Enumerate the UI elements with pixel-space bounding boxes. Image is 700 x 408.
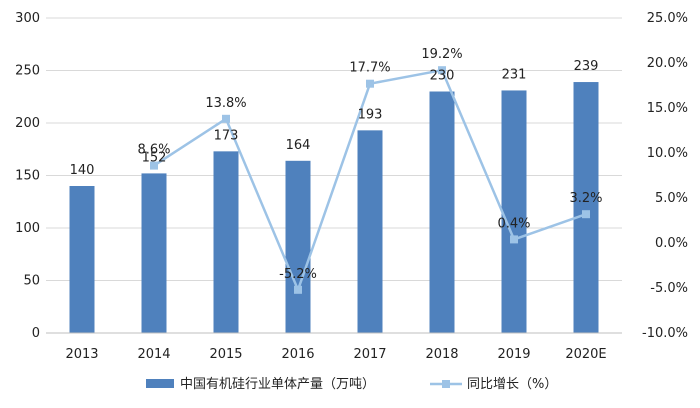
bar-value-label: 239 (574, 59, 599, 74)
legend-swatch-marker (442, 380, 450, 388)
x-axis: 2013 2014 2015 2016 2017 2018 2019 2020E (46, 332, 622, 362)
y-left-tick-label: 100 (15, 221, 40, 236)
bar-value-label: 173 (214, 128, 239, 143)
growth-value-label: -5.2% (279, 267, 317, 282)
bar (285, 160, 311, 333)
bar (429, 91, 455, 333)
legend-swatch-bar (146, 379, 174, 388)
y-right-tick-label: 0.0% (655, 236, 688, 251)
y-right-tick-label: 20.0% (647, 56, 688, 71)
bar (69, 186, 95, 333)
bar-value-label: 193 (358, 107, 383, 122)
y-left-tick-label: 200 (15, 116, 40, 131)
bar-series (69, 82, 599, 333)
y-right-tick-label: -10.0% (642, 326, 688, 341)
line-series (150, 66, 590, 294)
y-right-tick-label: 15.0% (647, 101, 688, 116)
bar (501, 90, 527, 333)
growth-value-label: 3.2% (569, 191, 602, 206)
legend-label-bar: 中国有机硅行业单体产量（万吨） (180, 377, 375, 392)
y-right-tick-label: 25.0% (647, 11, 688, 26)
bar (357, 130, 383, 333)
x-tick-label: 2015 (209, 347, 242, 362)
y-left-tick-label: 300 (15, 11, 40, 26)
y-left-tick-label: 50 (23, 274, 40, 289)
growth-point (438, 66, 446, 75)
gridlines (46, 17, 622, 281)
legend: 中国有机硅行业单体产量（万吨） 同比增长（%） (146, 377, 557, 392)
bar-value-label: 231 (502, 67, 527, 82)
bar (213, 151, 239, 333)
growth-point (582, 210, 590, 219)
growth-value-label: 19.2% (421, 47, 462, 62)
y-left-tick-label: 150 (15, 169, 40, 184)
y-right-tick-label: 5.0% (655, 191, 688, 206)
legend-label-line: 同比增长（%） (467, 377, 557, 392)
x-tick-label: 2020E (565, 347, 606, 362)
x-tick-label: 2014 (137, 347, 170, 362)
x-tick-label: 2016 (281, 347, 314, 362)
y-left-tick-label: 0 (32, 326, 40, 341)
growth-point (150, 161, 158, 170)
growth-point (366, 79, 374, 88)
growth-value-label: 0.4% (497, 216, 530, 231)
growth-value-label: 17.7% (349, 61, 390, 76)
x-tick-label: 2018 (425, 347, 458, 362)
growth-value-label: 13.8% (205, 96, 246, 111)
growth-point (222, 114, 230, 123)
growth-point (294, 285, 302, 294)
growth-value-label: 8.6% (137, 143, 170, 158)
y-right-tick-label: 10.0% (647, 146, 688, 161)
y-right-tick-label: -5.0% (650, 281, 688, 296)
bar-value-label: 230 (430, 69, 455, 84)
bar-value-label: 164 (286, 138, 311, 153)
bar (141, 173, 167, 333)
bar-value-label: 152 (142, 150, 167, 165)
bar-value-label: 140 (70, 163, 95, 178)
data-labels: 140 152 173 164 193 230 231 239 8.6% 13.8% -5.2% 17… (70, 47, 603, 282)
y-axis-right: -10.0% -5.0% 0.0% 5.0% 10.0% 15.0% 20.0% 25.0% (642, 11, 688, 341)
x-tick-label: 2019 (497, 347, 530, 362)
growth-point (510, 235, 518, 244)
bar (573, 82, 599, 333)
x-tick-label: 2013 (65, 347, 98, 362)
y-axis-left: 0 50 100 150 200 250 300 (15, 11, 40, 341)
x-tick-label: 2017 (353, 347, 386, 362)
y-left-tick-label: 250 (15, 64, 40, 79)
